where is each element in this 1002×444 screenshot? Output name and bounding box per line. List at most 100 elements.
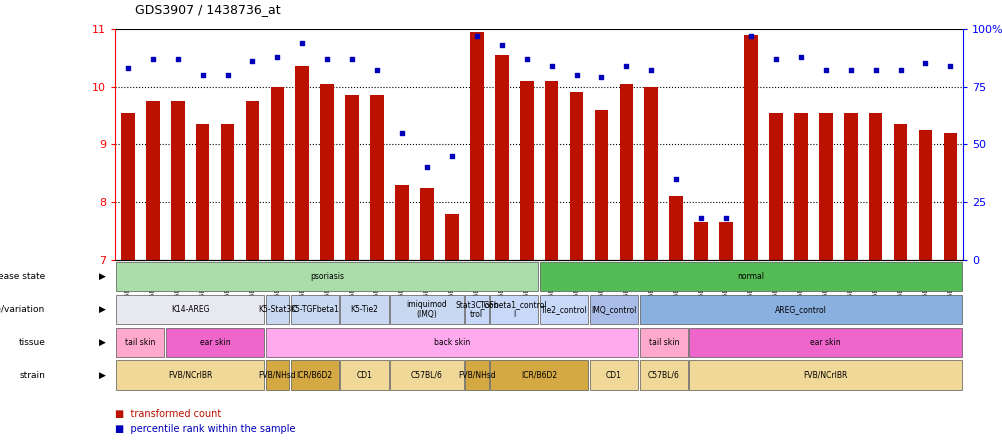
Text: ■  percentile rank within the sample: ■ percentile rank within the sample [115,424,296,435]
Bar [589,295,637,324]
Text: imiquimod
(IMQ): imiquimod (IMQ) [406,300,447,319]
Bar [395,185,409,260]
Point [444,152,460,159]
Bar [470,32,483,260]
Bar [794,112,807,260]
Point [119,64,135,71]
Bar [340,295,389,324]
Bar [918,130,932,260]
Text: ear skin: ear skin [810,338,841,347]
Point [319,56,335,63]
Text: ear skin: ear skin [199,338,230,347]
Text: normal: normal [736,272,764,281]
Point [419,164,435,171]
Bar [843,112,857,260]
Bar [165,328,264,357]
Text: psoriasis: psoriasis [310,272,344,281]
Point [617,62,633,69]
Bar [718,222,732,260]
Bar [465,361,488,390]
Point [642,67,658,74]
Bar [266,295,289,324]
Bar [868,112,882,260]
Bar [390,361,463,390]
Text: ▶: ▶ [99,371,106,380]
Text: K14-AREG: K14-AREG [170,305,209,314]
Text: ICR/B6D2: ICR/B6D2 [297,371,333,380]
Text: ICR/B6D2: ICR/B6D2 [520,371,557,380]
Text: FVB/NHsd: FVB/NHsd [259,371,296,380]
Bar [116,295,264,324]
Bar [266,361,289,390]
Bar [116,328,164,357]
Bar [420,188,433,260]
Point [717,214,733,222]
Bar [121,112,134,260]
Text: AREG_control: AREG_control [775,305,826,314]
Point [468,32,484,40]
Point [344,56,360,63]
Text: tissue: tissue [18,338,45,347]
Text: TGFbeta1_control
l: TGFbeta1_control l [480,300,547,319]
Point [917,60,933,67]
Bar [266,328,637,357]
Text: tail skin: tail skin [648,338,678,347]
Text: FVB/NHsd: FVB/NHsd [458,371,495,380]
Bar [296,66,309,260]
Bar [490,361,587,390]
Bar [539,295,587,324]
Bar [490,295,538,324]
Bar [639,328,687,357]
Text: C57BL/6: C57BL/6 [647,371,679,380]
Point [768,56,784,63]
Point [842,67,858,74]
Bar [544,81,558,260]
Bar [320,83,334,260]
Text: K5-TGFbeta1: K5-TGFbeta1 [290,305,339,314]
Text: IMQ_control: IMQ_control [590,305,636,314]
Text: CD1: CD1 [605,371,621,380]
Point [593,74,609,81]
Text: C57BL/6: C57BL/6 [411,371,443,380]
Bar [688,361,961,390]
Point [742,32,759,40]
Point [194,71,210,79]
Bar [494,55,508,260]
Bar [639,361,687,390]
Bar [539,262,961,291]
Text: GDS3907 / 1438736_at: GDS3907 / 1438736_at [135,3,281,16]
Bar [943,133,956,260]
Text: disease state: disease state [0,272,45,281]
Bar [291,295,339,324]
Text: Tie2_control: Tie2_control [540,305,587,314]
Text: FVB/NCrIBR: FVB/NCrIBR [167,371,212,380]
Bar [619,83,632,260]
Point [394,129,410,136]
Point [543,62,559,69]
Point [169,56,185,63]
Bar [116,262,538,291]
Text: strain: strain [19,371,45,380]
Text: Stat3C_con
trol: Stat3C_con trol [455,300,498,319]
Bar [569,92,583,260]
Point [867,67,883,74]
Text: ■  transformed count: ■ transformed count [115,409,221,419]
Bar [390,295,463,324]
Point [270,53,286,60]
Bar [340,361,389,390]
Bar [644,87,657,260]
Bar [769,112,782,260]
Text: tail skin: tail skin [125,338,155,347]
Text: CD1: CD1 [357,371,372,380]
Bar [519,81,533,260]
Point [792,53,808,60]
Bar [594,110,607,260]
Point [892,67,908,74]
Text: K5-Tie2: K5-Tie2 [351,305,378,314]
Bar [893,124,907,260]
Bar [743,35,758,260]
Bar [271,87,284,260]
Bar [291,361,339,390]
Bar [589,361,637,390]
Bar [688,328,961,357]
